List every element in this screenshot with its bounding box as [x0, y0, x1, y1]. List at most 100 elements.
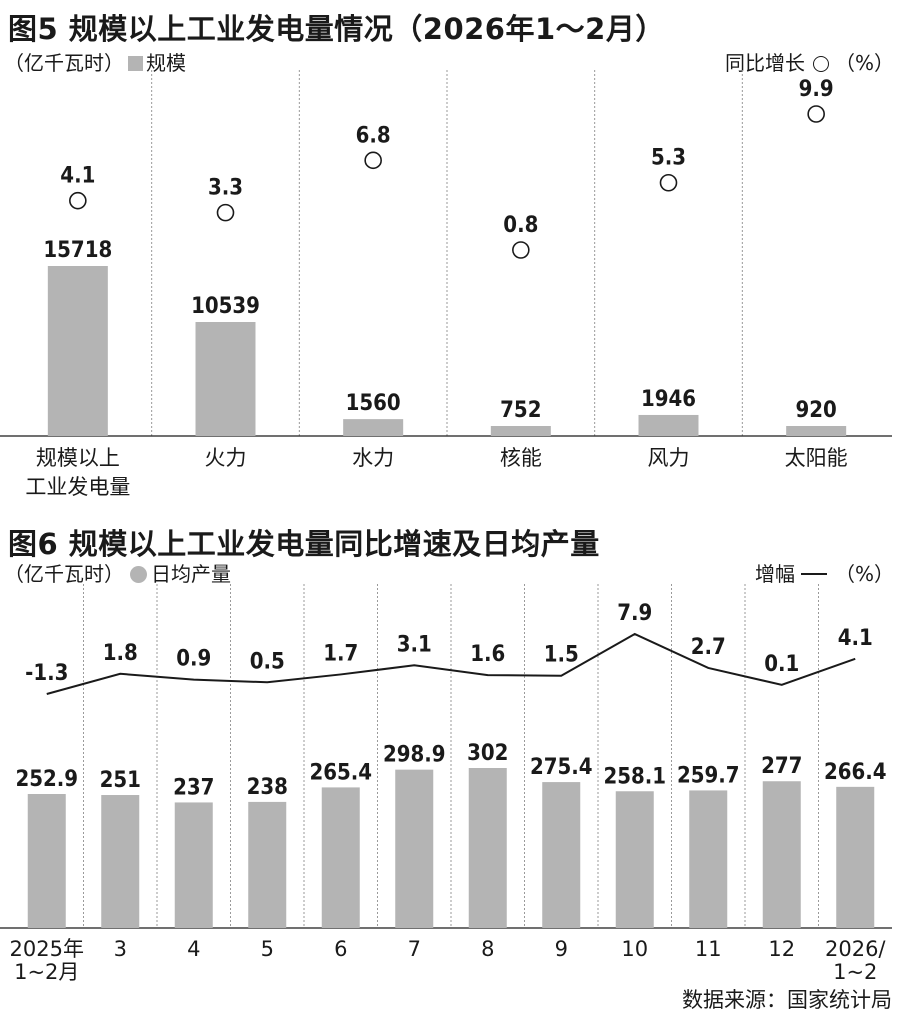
- chart6-title: 图6 规模以上工业发电量同比增速及日均产量: [8, 527, 600, 561]
- chart6-legend-dot-swatch: [130, 566, 147, 583]
- chart6-category-label: 2025年: [10, 937, 84, 961]
- chart6-line-label: 0.9: [176, 647, 211, 672]
- chart6-category-label: 6: [334, 937, 347, 961]
- chart6-bar-label: 259.7: [677, 763, 740, 788]
- chart6-line-label: 7.9: [617, 601, 652, 626]
- chart6-bar-label: 252.9: [15, 767, 78, 792]
- chart6-category-label: 8: [481, 937, 494, 961]
- chart5-marker: [364, 151, 382, 170]
- chart6-category-label: 2026/: [825, 937, 886, 961]
- chart6-category-label: 9: [555, 937, 568, 961]
- chart6-bar: [101, 795, 140, 928]
- chart5-legend-marker-label: 同比增长: [724, 51, 805, 75]
- chart6-line-label: 1.7: [323, 641, 358, 666]
- chart6-bar: [174, 802, 213, 928]
- chart5-category-label: 风力: [648, 446, 690, 470]
- chart6-bar: [762, 781, 801, 928]
- chart5-legend-marker-unit: （%）: [834, 51, 894, 75]
- chart6-line-label: -1.3: [25, 661, 68, 686]
- chart5-bar-label: 1946: [641, 387, 696, 412]
- chart6-legend-line-label: 增幅: [754, 562, 795, 586]
- chart6-unit: （亿千瓦时）: [4, 562, 124, 586]
- chart5-bar: [47, 266, 108, 436]
- chart6-bar-label: 298.9: [383, 743, 446, 768]
- chart6-bar-label: 266.4: [824, 760, 887, 785]
- chart6-line-label: 2.7: [691, 635, 726, 660]
- chart6-bar-label: 237: [173, 775, 214, 800]
- source-note: 数据来源：国家统计局: [682, 988, 892, 1012]
- chart5-marker-label: 0.8: [503, 213, 538, 238]
- chart6-bar-label: 277: [761, 754, 802, 779]
- chart5-category-label: 规模以上: [36, 446, 120, 470]
- chart5-legend-bar-label: 规模: [146, 51, 186, 75]
- chart6-bar: [689, 790, 728, 928]
- chart5-legend-bar-swatch: [128, 56, 143, 71]
- chart6-category-label: 7: [408, 937, 421, 961]
- chart6-bar-label: 258.1: [603, 764, 666, 789]
- chart6-category-label: 3: [114, 937, 127, 961]
- chart6-unit-legend: （亿千瓦时） 日均产量: [4, 558, 231, 587]
- chart6-legend-line-unit: （%）: [834, 562, 894, 586]
- chart6-category-label: 10: [621, 937, 648, 961]
- chart6-bar: [542, 782, 581, 928]
- chart5-marker: [69, 191, 87, 210]
- chart5-marker-label: 3.3: [208, 176, 243, 201]
- chart6-bar: [27, 794, 66, 928]
- chart5-unit-legend: （亿千瓦时） 规模: [4, 47, 186, 76]
- chart6-bar-label: 265.4: [309, 760, 372, 785]
- chart5-title: 图5 规模以上工业发电量情况（2026年1～2月）: [8, 12, 665, 46]
- chart6-bar: [836, 786, 875, 928]
- chart6-line-label: 1.8: [103, 641, 138, 666]
- chart6-line-label: 1.5: [544, 643, 579, 668]
- chart5-bar-label: 10539: [191, 294, 260, 319]
- chart6-category-label: 4: [187, 937, 200, 961]
- chart5-legend-circle-icon: [812, 56, 829, 72]
- chart5-bar: [490, 426, 551, 436]
- chart6-bar: [248, 801, 287, 928]
- chart5-category-label: 核能: [500, 446, 542, 470]
- chart5-plot: 15718 4.1 规模以上工业发电量 10539 3.3 火力 1560 6.8 水力 752 0…: [0, 70, 892, 499]
- chart5-bar: [343, 419, 404, 436]
- chart5-marker-label: 4.1: [60, 164, 95, 189]
- chart5-marker: [807, 105, 825, 123]
- chart5-marker-label: 6.8: [356, 123, 391, 148]
- chart6-bar-label: 238: [247, 775, 288, 800]
- chart6-category-label: 1~2: [833, 960, 877, 984]
- chart6-line-label: 0.5: [250, 649, 285, 674]
- chart6-line: [46, 632, 856, 695]
- chart5-category-label: 太阳能: [785, 446, 848, 470]
- chart6-legend-bar-label: 日均产量: [151, 562, 231, 586]
- chart6-category-label: 12: [768, 937, 795, 961]
- chart6-line-label: 3.1: [397, 632, 432, 657]
- chart6-category-label: 11: [695, 937, 722, 961]
- chart6-bar-label: 251: [100, 768, 141, 793]
- chart5-marker: [512, 241, 530, 259]
- chart6-category-label: 5: [261, 937, 274, 961]
- chart5-category-label: 火力: [205, 446, 247, 470]
- chart6-bar-label: 275.4: [530, 755, 593, 780]
- chart5-bar-label: 920: [796, 398, 837, 423]
- chart5-marker-label: 9.9: [799, 77, 834, 102]
- chart5-bar-label: 752: [500, 398, 541, 423]
- chart5-marker: [659, 173, 678, 192]
- chart6-bar: [468, 768, 507, 928]
- chart5-marker: [216, 203, 235, 222]
- chart5-legend-marker: 同比增长 （%）: [725, 47, 894, 76]
- chart5-marker-label: 5.3: [651, 146, 686, 171]
- chart6-bar: [321, 787, 360, 928]
- chart6-category-label: 1~2月: [14, 960, 79, 984]
- chart5-bar: [195, 322, 256, 436]
- chart6-line-label: 4.1: [838, 626, 873, 651]
- chart5-category-label: 工业发电量: [25, 475, 130, 499]
- chart5-bar-label: 15718: [43, 238, 112, 263]
- chart6-legend-line-swatch: [800, 573, 827, 575]
- chart5-bar: [638, 414, 699, 436]
- chart5-bar-label: 1560: [346, 391, 401, 416]
- chart6-line-label: 0.1: [764, 652, 799, 677]
- chart5-bar: [786, 426, 847, 436]
- chart6-line-label: 1.6: [470, 642, 505, 667]
- chart6-bar: [615, 791, 654, 928]
- chart6-bar: [395, 769, 434, 928]
- chart6-bar-label: 302: [467, 741, 508, 766]
